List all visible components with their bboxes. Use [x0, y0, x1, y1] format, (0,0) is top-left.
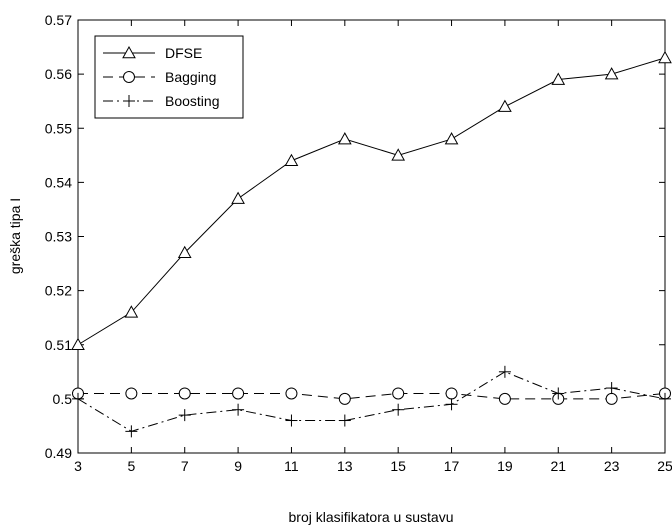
data-point-bagging [605, 392, 618, 405]
x-tick-label: 25 [657, 458, 672, 474]
data-point-boosting [392, 403, 405, 416]
data-point-dfse [551, 72, 566, 85]
data-point-boosting [72, 392, 84, 405]
legend: DFSE Bagging Boosting [94, 35, 244, 119]
x-tick-label: 21 [550, 458, 566, 474]
x-tick-label: 3 [74, 458, 82, 474]
data-point-boosting [605, 382, 618, 395]
x-tick-label: 13 [337, 458, 353, 474]
x-tick-label: 19 [497, 458, 513, 474]
y-tick-label: 0.57 [45, 12, 72, 28]
data-point-dfse [177, 245, 192, 259]
y-tick-label: 0.49 [45, 445, 72, 461]
x-tick-label: 15 [390, 458, 406, 474]
x-tick-label: 23 [604, 458, 620, 474]
data-point-bagging [125, 387, 138, 400]
data-point-dfse [658, 50, 672, 64]
legend-label-dfse: DFSE [165, 45, 202, 61]
y-tick-label: 0.5 [53, 391, 73, 407]
legend-entry-dfse: DFSE [103, 45, 202, 61]
data-point-boosting [285, 414, 298, 427]
y-tick-label: 0.53 [45, 229, 72, 245]
data-point-boosting [125, 425, 138, 438]
legend-label-bagging: Bagging [165, 69, 216, 85]
axis-ticks: 3 5 7 9 11 13 15 17 19 21 23 25 0.49 0.5 0.51 0.52 0.53 0… [45, 12, 672, 474]
data-point-dfse [337, 132, 352, 145]
data-point-dfse [124, 305, 139, 318]
data-point-bagging [285, 387, 298, 400]
data-point-boosting [552, 387, 565, 400]
x-tick-label: 7 [181, 458, 189, 474]
data-point-boosting [338, 414, 351, 427]
data-point-boosting [659, 392, 671, 405]
y-tick-label: 0.55 [45, 120, 72, 136]
data-point-bagging [392, 387, 405, 400]
data-point-boosting [445, 398, 458, 411]
legend-entry-bagging: Bagging [103, 69, 216, 85]
data-point-dfse [71, 337, 85, 351]
x-tick-label: 9 [234, 458, 242, 474]
data-point-dfse [231, 191, 245, 204]
y-tick-label: 0.51 [45, 337, 72, 353]
data-point-bagging [232, 387, 245, 400]
series-line-dfse [77, 57, 666, 346]
series-layer [71, 50, 672, 438]
legend-marker-dfse [122, 45, 136, 59]
data-point-dfse [391, 148, 406, 161]
data-point-dfse [498, 99, 512, 112]
series-dfse [71, 50, 672, 351]
y-axis-label: greška tipa I [7, 198, 23, 274]
y-tick-label: 0.56 [45, 66, 72, 82]
x-tick-label: 11 [284, 458, 299, 474]
data-point-dfse [284, 153, 299, 167]
series-boosting [72, 365, 671, 438]
data-point-bagging [178, 387, 191, 400]
data-point-bagging [498, 392, 511, 405]
data-point-boosting [232, 403, 245, 416]
x-axis-label: broj klasifikatora u sustavu [289, 509, 454, 525]
data-point-bagging [445, 387, 458, 400]
legend-entry-boosting: Boosting [103, 93, 219, 109]
x-tick-label: 5 [127, 458, 135, 474]
series-line-boosting [77, 371, 666, 432]
legend-marker-boosting [123, 95, 135, 107]
legend-label-boosting: Boosting [165, 93, 219, 109]
y-tick-label: 0.54 [45, 174, 72, 190]
data-point-dfse [444, 132, 459, 145]
y-tick-label: 0.52 [45, 283, 72, 299]
series-line-bagging [78, 392, 666, 400]
x-tick-label: 17 [444, 458, 460, 474]
data-point-boosting [178, 409, 191, 422]
data-point-boosting [498, 365, 511, 378]
data-point-bagging [338, 392, 351, 405]
legend-marker-bagging [123, 71, 135, 83]
data-point-dfse [604, 67, 619, 80]
